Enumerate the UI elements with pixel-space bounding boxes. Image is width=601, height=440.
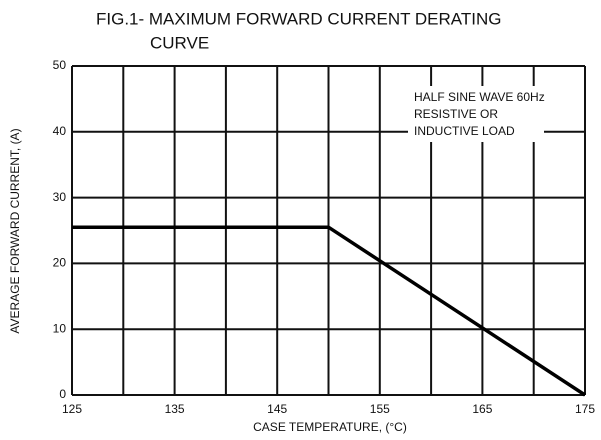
- data-line: [72, 225, 586, 397]
- y-axis-label: AVERAGE FORWARD CURRENT, (A): [8, 128, 22, 333]
- y-tick-label: 0: [59, 387, 66, 401]
- annotation: INDUCTIVE LOAD: [414, 124, 515, 138]
- y-tick-label: 10: [53, 321, 67, 335]
- annotation: HALF SINE WAVE 60Hz: [414, 90, 545, 104]
- y-tick-label: 20: [53, 256, 67, 270]
- x-tick-label: 135: [165, 402, 185, 416]
- x-tick-label: 155: [370, 402, 390, 416]
- y-tick-label: 30: [53, 190, 67, 204]
- chart-title: CURVE: [150, 33, 209, 52]
- x-tick-label: 165: [472, 402, 492, 416]
- x-axis-label: CASE TEMPERATURE, (°C): [253, 420, 407, 434]
- annotation-box: [408, 86, 544, 142]
- y-tick-label: 40: [53, 124, 67, 138]
- x-tick-label: 175: [575, 402, 595, 416]
- x-tick-label: 145: [267, 402, 287, 416]
- y-tick-label: 50: [53, 58, 67, 72]
- annotation: RESISTIVE OR: [414, 107, 498, 121]
- x-tick-label: 125: [62, 402, 82, 416]
- chart-title: FIG.1- MAXIMUM FORWARD CURRENT DERATING: [96, 9, 502, 28]
